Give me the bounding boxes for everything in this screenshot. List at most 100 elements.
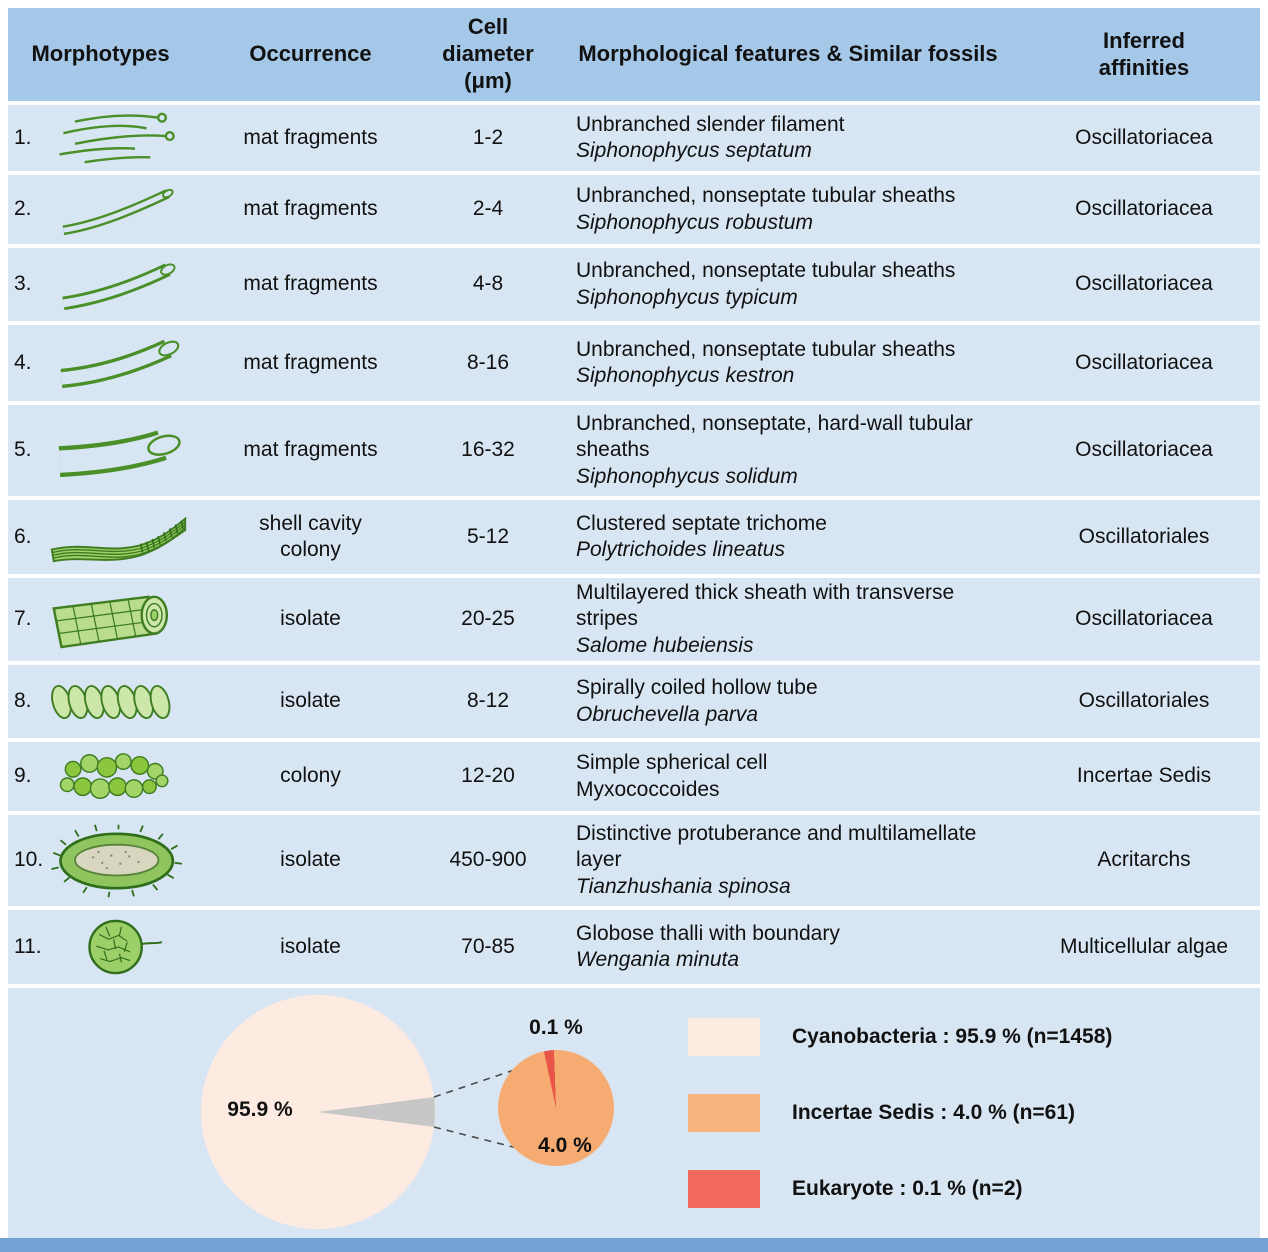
pie-connector-overlay [318,1068,518,1149]
occurrence-cell: isolate [280,689,341,713]
table-row: 7. isolate 20-25 M [8,578,1260,665]
occurrence-cell: isolate [280,607,341,631]
diameter-cell: 2-4 [472,197,504,221]
fossil-name: Tianzhushania spinosa [576,874,791,898]
morphotype-number: 2. [14,197,32,221]
legend-swatch-eukaryote [688,1170,760,1208]
fossil-name: Siphonophycus solidum [576,464,798,488]
fossil-name: Siphonophycus robustum [576,210,813,234]
fossil-name: Myxococcoides [576,777,720,801]
pie-chart-section: 95.9 % 0.1 % 4.0 % Cyanobacteria : 95.9 … [8,988,1260,1238]
exploded-wedge [318,1097,435,1127]
eukaryote-percent-label: 0.1 % [529,1016,583,1039]
small-pie-breakdown [498,1050,614,1166]
header-morphotypes: Morphotypes [31,41,170,67]
morphotype-number: 1. [14,125,32,149]
occurrence-cell: shell cavity colony [259,511,362,561]
affinity-cell: Incertae Sedis [1076,764,1212,788]
features-text: Clustered septate trichome [576,511,827,535]
morphotype-illustration-hard-wall-tube [46,418,191,484]
features-text: Simple spherical cell [576,751,768,775]
morphotype-illustration-globose-thallus [46,914,191,980]
occurrence-cell: mat fragments [243,438,378,462]
features-text: Spirally coiled hollow tube [576,676,818,700]
table-row: 3. mat fragments 4-8 Unbranched, nonsept… [8,248,1260,325]
table-row: 11. isolate 70 [8,910,1260,988]
connector-line-bottom [433,1126,518,1149]
table-row: 1. mat fragments 1-2 Unbr [8,105,1260,175]
fossil-name: Wengania minuta [576,948,740,971]
morphotype-illustration-tube [46,256,191,314]
header-inferred-affinities: Inferred affinities [1098,27,1190,80]
affinity-cell: Oscillatoriacea [1075,438,1213,462]
connector-line-top [433,1068,518,1098]
header-cell-diameter: Cell diameter (μm) [442,14,534,93]
fossil-name: Siphonophycus kestron [576,364,795,387]
table-row: 4. mat fragments 8-16 Unbranched, nonsep… [8,325,1260,405]
table-row: 6. shel [8,500,1260,578]
diameter-cell: 1-2 [472,125,504,149]
legend-swatch-incertae-sedis [688,1094,760,1132]
morphotype-number: 7. [14,607,32,631]
occurrence-cell: mat fragments [243,272,378,296]
features-text: Globose thalli with boundary [576,921,840,945]
diameter-cell: 16-32 [461,438,515,462]
morphotype-illustration-trichome-ribbon [46,506,191,568]
morphotype-illustration-spiral-coil [46,672,191,732]
fossil-name: Siphonophycus septatum [576,139,812,162]
fossil-name: Polytrichoides lineatus [576,538,785,561]
incertae-sedis-percent-label: 4.0 % [538,1134,592,1157]
morphotype-number: 11. [14,934,42,958]
morphotype-illustration-multilayered-cylinder [46,587,191,653]
legend-label: Cyanobacteria : 95.9 % (n=1458) [792,1025,1113,1048]
affinity-cell: Oscillatoriales [1078,524,1210,548]
legend-label: Incertae Sedis : 4.0 % (n=61) [792,1101,1076,1124]
morphotype-illustration-slender-filaments [46,109,191,167]
diameter-cell: 5-12 [466,524,510,548]
table-row: 2. mat fragments 2-4 Unbranched, nonsept… [8,175,1260,248]
features-text: Unbranched slender filament [576,112,845,136]
morphotype-number: 5. [14,438,32,462]
diameter-cell: 12-20 [461,764,515,788]
morphotype-number: 10. [14,848,44,872]
affinity-cell: Oscillatoriacea [1075,607,1213,631]
features-text: Distinctive protuberance and multilamell… [576,822,977,872]
features-text: Unbranched, nonseptate, hard-wall tubula… [576,412,973,462]
features-text: Unbranched, nonseptate tubular sheaths [576,337,956,361]
table-header-row: Morphotypes Occurrence Cell diameter (μm… [8,8,1260,105]
table-row: 10. [8,815,1260,910]
affinity-cell: Oscillatoriacea [1075,350,1213,374]
legend-swatch-cyanobacteria [688,1018,760,1056]
legend-item-cyanobacteria: Cyanobacteria : 95.9 % (n=1458) [688,1018,1112,1056]
affinity-cell: Multicellular algae [1059,934,1229,958]
affinity-cell: Oscillatoriales [1078,689,1210,713]
cyanobacteria-percent-label: 95.9 % [227,1098,293,1121]
header-occurrence: Occurrence [249,41,372,67]
table-row: 8. isolate [8,665,1260,742]
occurrence-cell: mat fragments [243,125,378,149]
occurrence-cell: isolate [280,934,341,958]
pie-legend: Cyanobacteria : 95.9 % (n=1458) Incertae… [688,1018,1112,1208]
morphotype-number: 6. [14,524,32,548]
features-text: Unbranched, nonseptate tubular sheaths [576,259,956,283]
diameter-cell: 4-8 [472,272,504,296]
morphotype-illustration-cell-colony [46,747,191,807]
morphotype-number: 4. [14,350,32,374]
diameter-cell: 8-12 [466,689,510,713]
morphotype-number: 9. [14,764,32,788]
affinity-cell: Oscillatoriacea [1075,197,1213,221]
occurrence-cell: mat fragments [243,197,378,221]
morphotype-number: 8. [14,689,32,713]
occurrence-cell: isolate [280,848,341,872]
fossil-name: Salome hubeiensis [576,633,754,657]
bottom-border-bar [0,1238,1268,1252]
table-row: 5. mat fragments 16-32 Unbranched, nonse… [8,405,1260,500]
diameter-cell: 450-900 [449,848,527,872]
fossil-name: Siphonophycus typicum [576,285,798,309]
morphotype-illustration-thin-tube [46,181,191,239]
affinity-cell: Oscillatoriacea [1075,125,1213,149]
diameter-cell: 8-16 [466,350,510,374]
morphotype-illustration-spiny-acritarch [46,824,191,898]
legend-item-eukaryote: Eukaryote : 0.1 % (n=2) [688,1170,1112,1208]
